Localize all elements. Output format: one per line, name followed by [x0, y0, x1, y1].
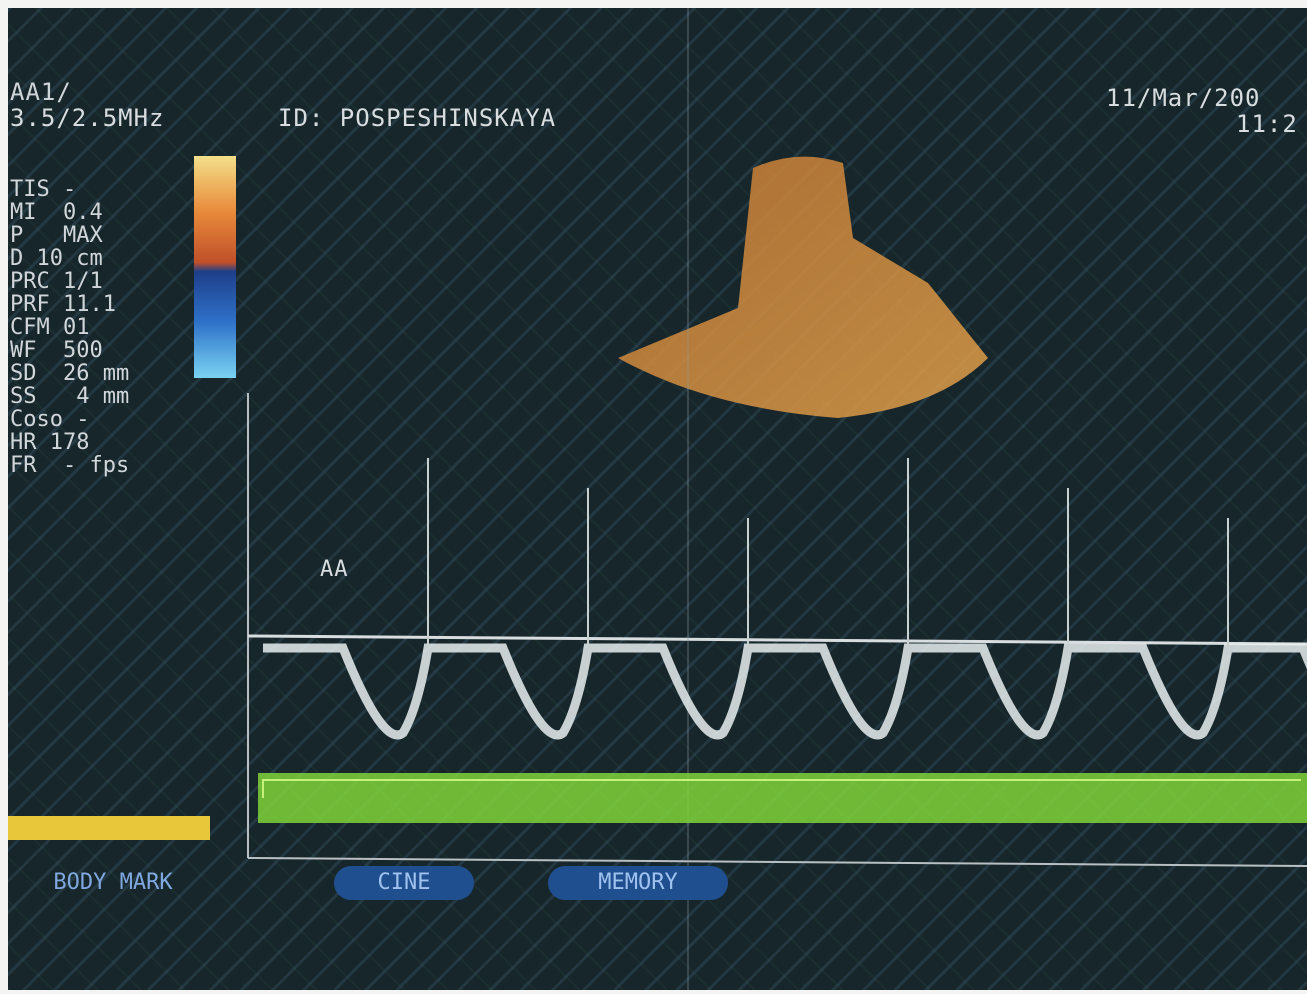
parameter-list: TIS - MI 0.4 P MAX D 10 cm PRC 1/1 PRF 11.1 CF…: [10, 178, 129, 477]
parameter: WF 500: [10, 338, 103, 363]
parameter: Coso -: [10, 407, 90, 432]
cine-button[interactable]: CINE: [334, 866, 474, 900]
waveform-label: AA: [320, 557, 349, 582]
probe: AA1/: [10, 78, 72, 106]
parameter: CFM 01: [10, 315, 90, 340]
time: 11:2: [1236, 110, 1298, 138]
parameter: D 10 cm: [10, 246, 103, 271]
parameter: SD 26 mm: [10, 361, 130, 386]
color-doppler-sector: [618, 156, 988, 419]
parameter: TIS -: [10, 177, 77, 202]
ecg-trace: [262, 779, 1301, 798]
date: 11/Mar/200: [1106, 84, 1261, 112]
ultrasound-screen: AA1/ 3.5/2.5MHz ID: POSPESHINSKAYA 11/Ma…: [8, 8, 1307, 990]
ecg-trace-band: [258, 773, 1307, 823]
parameter: FR - fps: [10, 453, 130, 478]
doppler-zero-line: [247, 634, 1307, 646]
doppler-baseline-bottom: [247, 857, 1307, 867]
display-graphics: [8, 8, 1307, 990]
body-mark-button[interactable]: BODY MARK: [53, 870, 173, 895]
parameter: PRF 11.1: [10, 292, 116, 317]
doppler-spikes: [427, 458, 1229, 648]
frequency: 3.5/2.5MHz: [10, 104, 165, 132]
parameter: SS 4 mm: [10, 384, 130, 409]
parameter: HR 178: [10, 430, 90, 455]
doppler-waveform: [263, 643, 1307, 740]
patient-id: ID: POSPESHINSKAYA: [278, 104, 557, 132]
parameter: MI 0.4: [10, 200, 103, 225]
yellow-indicator: [8, 816, 210, 840]
parameter: PRC 1/1: [10, 269, 103, 294]
parameter: P MAX: [10, 223, 103, 248]
memory-button[interactable]: MEMORY: [548, 866, 728, 900]
color-scale-bar: [194, 156, 236, 378]
